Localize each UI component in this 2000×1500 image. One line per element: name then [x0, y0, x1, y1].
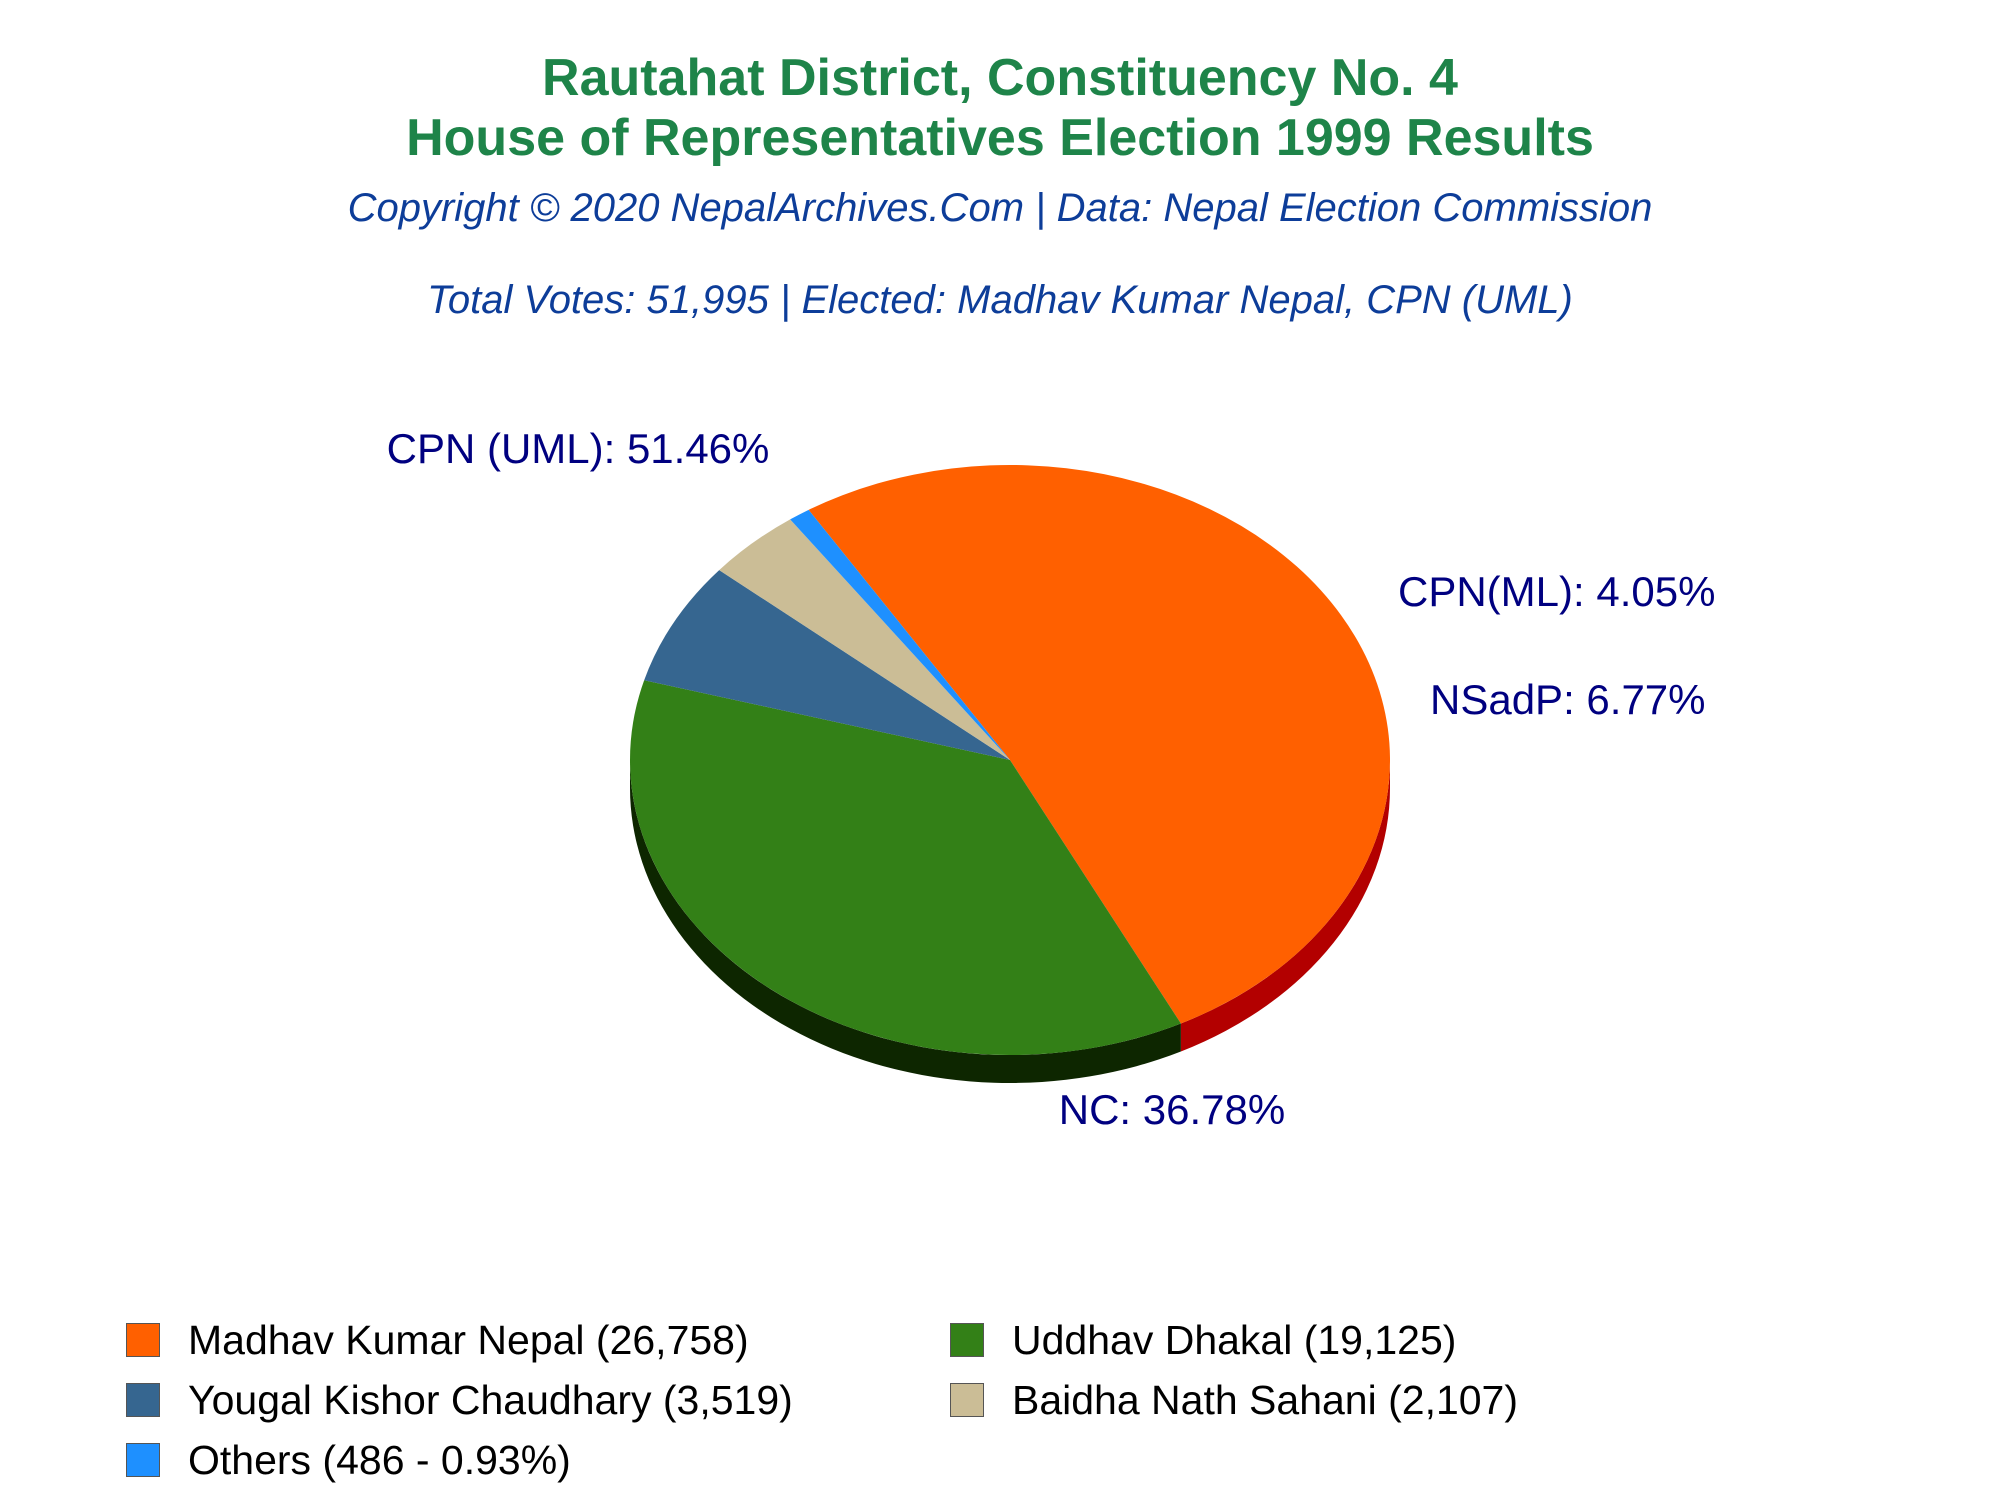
chart-title: Rautahat District, Constituency No. 4	[542, 49, 1458, 107]
pie-slice	[808, 464, 1391, 1024]
legend-swatch	[126, 1323, 160, 1357]
legend-item: Madhav Kumar Nepal (26,758)	[126, 1314, 749, 1366]
legend-label: Yougal Kishor Chaudhary (3,519)	[188, 1376, 793, 1423]
legend-swatch	[126, 1443, 160, 1477]
pie-slice	[790, 509, 1010, 760]
legend-item: Baidha Nath Sahani (2,107)	[950, 1374, 1518, 1426]
slice-label: NSadP: 6.77%	[1430, 676, 1706, 723]
chart-title-line2: House of Representatives Election 1999 R…	[406, 109, 1594, 167]
legend-label: Madhav Kumar Nepal (26,758)	[188, 1316, 749, 1363]
legend-item: Others (486 - 0.93%)	[126, 1434, 571, 1486]
legend-label: Others (486 - 0.93%)	[188, 1436, 571, 1483]
slice-label: NC: 36.78%	[1059, 1086, 1285, 1133]
chart-summary: Total Votes: 51,995 | Elected: Madhav Ku…	[427, 278, 1573, 322]
legend-item: Yougal Kishor Chaudhary (3,519)	[126, 1374, 793, 1426]
pie-slice	[644, 570, 1010, 760]
legend-swatch	[126, 1383, 160, 1417]
pie-slice	[719, 519, 1010, 760]
pie-slice-side	[630, 760, 1181, 1083]
legend-label: Uddhav Dhakal (19,125)	[1012, 1316, 1457, 1363]
pie-slice	[629, 680, 1181, 1055]
legend-item: Uddhav Dhakal (19,125)	[950, 1314, 1456, 1366]
slice-label: CPN (UML): 51.46%	[387, 425, 770, 472]
pie-slice-side	[1180, 760, 1390, 1052]
slice-label: CPN(ML): 4.05%	[1398, 568, 1715, 615]
legend-swatch	[950, 1323, 984, 1357]
legend-swatch	[950, 1383, 984, 1417]
chart-subtitle: Copyright © 2020 NepalArchives.Com | Dat…	[347, 186, 1653, 230]
legend-label: Baidha Nath Sahani (2,107)	[1012, 1376, 1519, 1423]
